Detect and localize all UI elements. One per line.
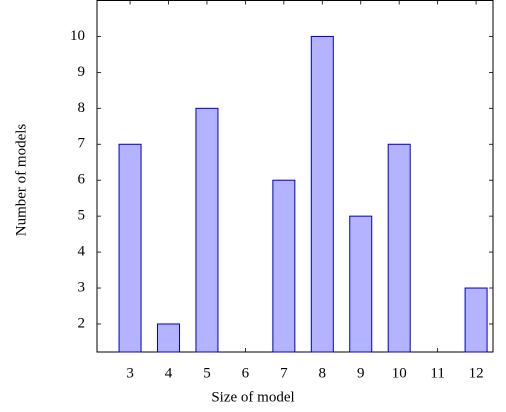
y-tick-label: 7 — [78, 136, 86, 152]
y-tick-label: 2 — [78, 315, 86, 331]
x-tick-label: 11 — [430, 365, 444, 381]
y-tick-label: 4 — [78, 244, 86, 260]
x-tick-label: 7 — [280, 365, 288, 381]
bar — [464, 287, 488, 353]
y-tick-label: 5 — [78, 208, 86, 224]
x-tick-label: 6 — [242, 365, 250, 381]
bar — [118, 143, 142, 353]
y-tick-label: 9 — [78, 64, 86, 80]
x-tick-label: 12 — [469, 365, 484, 381]
x-tick-label: 5 — [203, 365, 211, 381]
y-tick-label: 6 — [78, 172, 86, 188]
x-tick-label: 8 — [319, 365, 327, 381]
bar — [272, 179, 296, 353]
bar — [349, 215, 373, 353]
bar — [310, 35, 334, 353]
y-tick-label: 8 — [78, 100, 86, 116]
bar — [195, 107, 219, 353]
bar — [387, 143, 411, 353]
y-tick-label: 10 — [70, 28, 85, 44]
x-axis-label: Size of model — [211, 389, 294, 405]
x-tick-label: 4 — [165, 365, 173, 381]
x-tick-label: 3 — [126, 365, 134, 381]
y-tick-label: 3 — [78, 279, 86, 295]
x-tick-label: 10 — [392, 365, 407, 381]
bar — [157, 323, 181, 353]
x-tick-label: 9 — [357, 365, 365, 381]
y-axis-label: Number of models — [13, 124, 29, 237]
